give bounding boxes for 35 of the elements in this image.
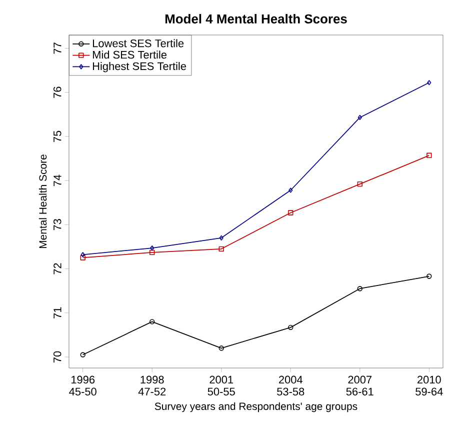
point [288, 210, 294, 216]
y-tick-label: 73 [53, 219, 62, 230]
y-axis-title: Mental Health Score [38, 154, 47, 248]
x-tick-label: 2001 50-55 [208, 376, 235, 396]
x-tick-label: 2004 53-58 [277, 376, 304, 396]
x-tick-label: 1996 45-50 [69, 376, 96, 396]
point [357, 181, 362, 187]
point [288, 324, 294, 330]
point [219, 235, 224, 240]
point [358, 114, 362, 120]
y-tick-label: 72 [54, 263, 62, 274]
line-series [80, 152, 432, 260]
legend-label: Highest SES Tertile [92, 62, 186, 72]
point [80, 255, 86, 260]
point [288, 188, 293, 193]
point [426, 152, 432, 158]
point [150, 250, 155, 256]
y-tick-label: 76 [53, 86, 62, 98]
y-tick-label: 71 [54, 307, 62, 318]
point [218, 346, 224, 351]
point [357, 286, 362, 292]
y-tick-label: 77 [54, 42, 62, 54]
x-tick-label: 2007 56-61 [346, 376, 374, 396]
x-tick-label: 1998 47-52 [138, 376, 166, 396]
point [218, 246, 224, 252]
point [150, 319, 155, 324]
x-axis-title: Survey years and Respondents' age groups [154, 402, 358, 412]
legend-label: Lowest SES Tertile [92, 39, 184, 48]
point [150, 245, 154, 251]
legend-label: Mid SES Tertile [92, 50, 167, 59]
x-tick-label: 2010 59-64 [416, 376, 443, 396]
chart-title: Model 4 Mental Health Scores [165, 14, 347, 24]
y-tick-label: 74 [54, 174, 62, 186]
y-tick-label: 70 [53, 351, 62, 363]
y-tick-label: 75 [54, 130, 62, 142]
